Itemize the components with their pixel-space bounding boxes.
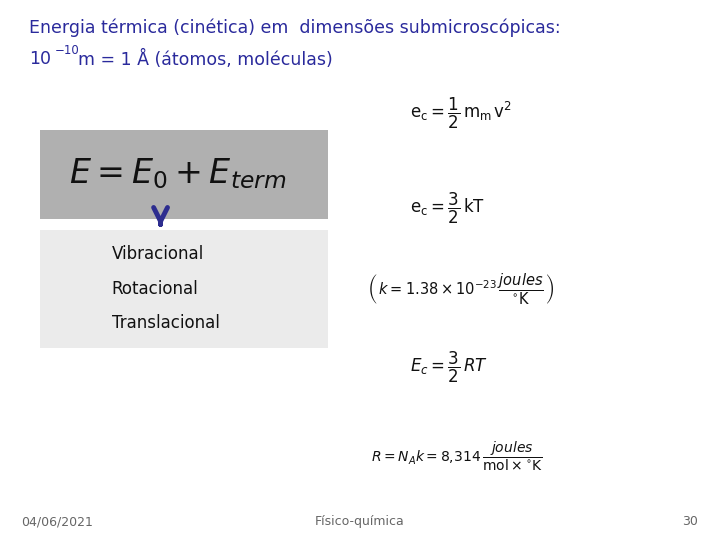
Text: 10: 10 bbox=[29, 50, 51, 68]
Text: $E_c = \dfrac{3}{2}\,RT$: $E_c = \dfrac{3}{2}\,RT$ bbox=[410, 349, 488, 385]
Text: Vibracional: Vibracional bbox=[112, 246, 204, 264]
Text: Físico-química: Físico-química bbox=[315, 515, 405, 528]
Text: 04/06/2021: 04/06/2021 bbox=[22, 515, 94, 528]
Text: $R = N_A k = 8{,}314\,\dfrac{\mathit{joules}}{\mathrm{mol}\times^{\circ}\mathrm{: $R = N_A k = 8{,}314\,\dfrac{\mathit{jou… bbox=[371, 440, 543, 473]
Text: $\mathrm{e_c} = \dfrac{1}{2}\,\mathrm{m_m\,v^2}$: $\mathrm{e_c} = \dfrac{1}{2}\,\mathrm{m_… bbox=[410, 96, 513, 131]
Text: 30: 30 bbox=[683, 515, 698, 528]
Text: Translacional: Translacional bbox=[112, 314, 220, 332]
Text: $\mathrm{e_c} = \dfrac{3}{2}\,\mathrm{kT}$: $\mathrm{e_c} = \dfrac{3}{2}\,\mathrm{kT… bbox=[410, 190, 485, 226]
Text: $\left(\,k = 1.38\times10^{-23}\,\dfrac{\mathit{joules}}{^{\circ}\mathrm{K}}\,\r: $\left(\,k = 1.38\times10^{-23}\,\dfrac{… bbox=[367, 271, 555, 307]
Text: Energia térmica (cinética) em  dimensões submicroscópicas:: Energia térmica (cinética) em dimensões … bbox=[29, 19, 560, 37]
Text: $E = E_0 + E_{term}$: $E = E_0 + E_{term}$ bbox=[69, 157, 287, 192]
Text: Rotacional: Rotacional bbox=[112, 280, 198, 298]
Bar bbox=[40, 230, 328, 348]
Text: −10: −10 bbox=[55, 44, 79, 57]
Bar bbox=[40, 130, 328, 219]
Text: m = 1 Å (átomos, moléculas): m = 1 Å (átomos, moléculas) bbox=[78, 50, 333, 69]
